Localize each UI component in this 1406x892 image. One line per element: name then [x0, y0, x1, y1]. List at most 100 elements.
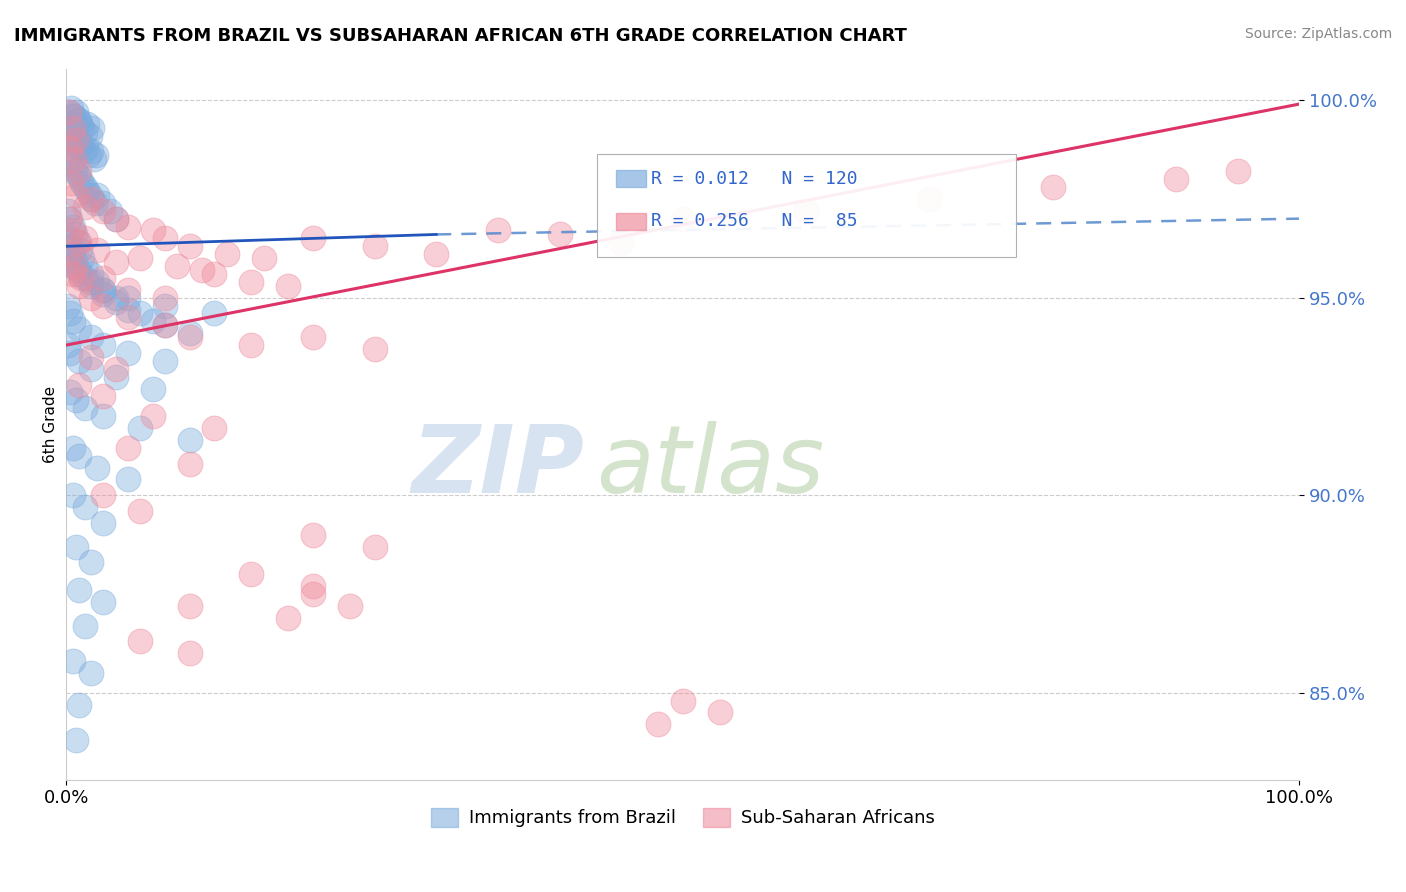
Point — [302, 330, 325, 344]
Point — [80, 361, 103, 376]
Point — [339, 599, 361, 613]
Point — [672, 211, 695, 226]
Point — [153, 231, 176, 245]
Point — [202, 267, 225, 281]
Point — [83, 195, 105, 210]
Point — [63, 153, 86, 167]
FancyBboxPatch shape — [616, 213, 645, 230]
Point — [93, 283, 115, 297]
Point — [58, 251, 80, 265]
Point — [93, 195, 115, 210]
Point — [93, 338, 115, 352]
Point — [117, 310, 139, 325]
Point — [58, 133, 80, 147]
Point — [486, 223, 509, 237]
Point — [63, 120, 86, 135]
Point — [66, 168, 89, 182]
Point — [73, 231, 96, 245]
Point — [153, 354, 176, 368]
Point — [59, 239, 82, 253]
Point — [240, 567, 263, 582]
Point — [80, 192, 103, 206]
Point — [363, 540, 385, 554]
Point — [93, 595, 115, 609]
Point — [59, 156, 82, 170]
Point — [62, 219, 84, 234]
Point — [794, 203, 817, 218]
Point — [59, 211, 82, 226]
Point — [117, 346, 139, 360]
Point — [277, 278, 299, 293]
Point — [179, 457, 201, 471]
Point — [73, 401, 96, 416]
Point — [69, 172, 91, 186]
Point — [62, 441, 84, 455]
Point — [67, 698, 90, 712]
Point — [80, 555, 103, 569]
Point — [73, 500, 96, 514]
Point — [65, 393, 87, 408]
FancyBboxPatch shape — [596, 153, 1015, 257]
Point — [104, 211, 127, 226]
Point — [59, 140, 82, 154]
Point — [153, 299, 176, 313]
Point — [63, 164, 86, 178]
Point — [69, 244, 91, 258]
Point — [1042, 180, 1064, 194]
Point — [117, 472, 139, 486]
Point — [65, 105, 87, 120]
Point — [77, 148, 100, 162]
Point — [59, 385, 82, 400]
Point — [62, 223, 84, 237]
Point — [62, 488, 84, 502]
Point — [80, 291, 103, 305]
Point — [82, 192, 104, 206]
Point — [56, 153, 79, 167]
Point — [104, 369, 127, 384]
Point — [129, 306, 152, 320]
Point — [60, 176, 83, 190]
Point — [63, 109, 86, 123]
Point — [647, 717, 669, 731]
Point — [82, 120, 104, 135]
Point — [84, 148, 107, 162]
Point — [302, 527, 325, 541]
Point — [63, 136, 86, 151]
Point — [129, 504, 152, 518]
Point — [93, 283, 115, 297]
Point — [153, 318, 176, 333]
Point — [166, 259, 188, 273]
Point — [67, 263, 90, 277]
Point — [240, 275, 263, 289]
Point — [59, 346, 82, 360]
Point — [67, 235, 90, 250]
Point — [73, 259, 96, 273]
Point — [56, 299, 79, 313]
Point — [80, 275, 103, 289]
Point — [80, 330, 103, 344]
Point — [1226, 164, 1249, 178]
Point — [86, 275, 108, 289]
Point — [117, 219, 139, 234]
Point — [62, 267, 84, 281]
Point — [65, 540, 87, 554]
Point — [65, 133, 87, 147]
Point — [918, 192, 941, 206]
Point — [363, 342, 385, 356]
Point — [60, 101, 83, 115]
Y-axis label: 6th Grade: 6th Grade — [44, 385, 58, 463]
Point — [86, 188, 108, 202]
Point — [86, 244, 108, 258]
Point — [179, 239, 201, 253]
Point — [202, 306, 225, 320]
Point — [302, 587, 325, 601]
Point — [215, 247, 238, 261]
Point — [67, 112, 90, 127]
Point — [76, 117, 98, 131]
Point — [191, 263, 214, 277]
Point — [104, 255, 127, 269]
Point — [67, 377, 90, 392]
Point — [70, 271, 93, 285]
Point — [129, 634, 152, 648]
Point — [142, 409, 165, 424]
